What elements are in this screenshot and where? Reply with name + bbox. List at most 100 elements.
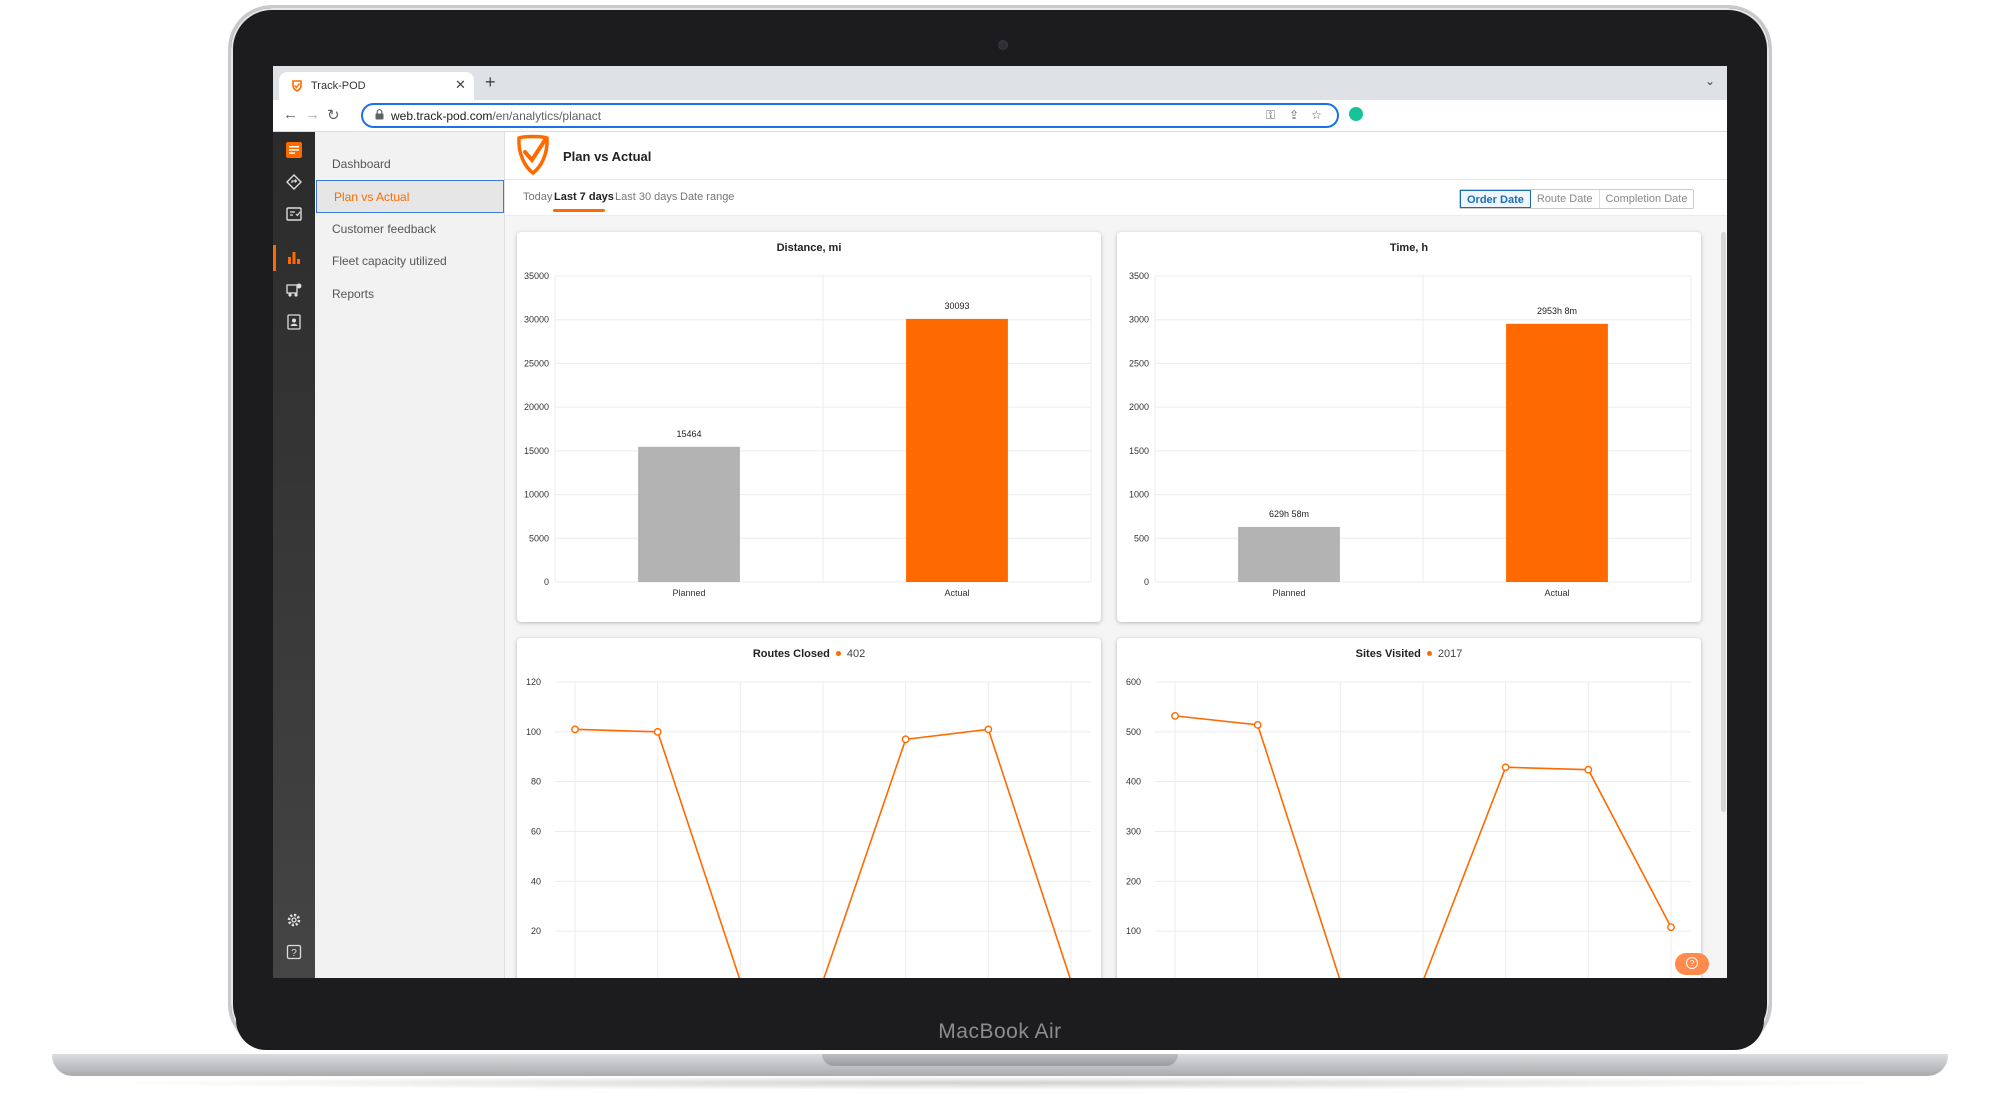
trackpod-logo-icon <box>517 134 549 176</box>
question-icon: ? <box>1686 957 1698 969</box>
y-tick-label: 120 <box>526 677 541 687</box>
data-point <box>571 725 579 734</box>
y-tick-label: 20000 <box>524 402 549 412</box>
x-tick-label: Planned <box>672 588 705 598</box>
key-icon[interactable]: ⚿ <box>1266 108 1276 122</box>
icon-sidebar: ? <box>273 132 315 978</box>
url-text[interactable]: web.track-pod.com/en/analytics/planact <box>391 109 602 123</box>
active-nav-indicator <box>273 245 276 271</box>
data-point <box>1501 763 1510 772</box>
laptop-chin <box>236 1010 1764 1050</box>
y-tick-label: 15000 <box>524 446 549 456</box>
address-bar[interactable]: web.track-pod.com/en/analytics/planact ⚿… <box>361 103 1339 128</box>
star-icon[interactable]: ☆ <box>1311 108 1322 122</box>
date-mode-route-date[interactable]: Route Date <box>1531 190 1600 208</box>
routes-closed-chart-title: Routes Closed 402 <box>752 648 866 660</box>
help-chat-button[interactable]: ? <box>1675 953 1709 975</box>
camera <box>998 40 1008 50</box>
y-tick-label: 500 <box>1126 727 1141 737</box>
board-icon[interactable] <box>286 206 302 222</box>
submenu-item-plan-vs-actual[interactable]: Plan vs Actual <box>316 180 504 213</box>
svg-text:?: ? <box>291 948 297 959</box>
laptop-notch <box>822 1054 1178 1066</box>
x-tick-label: Planned <box>1272 588 1305 598</box>
forward-arrow-icon[interactable]: → <box>305 106 320 123</box>
bar-planned <box>1238 526 1340 582</box>
reload-icon[interactable]: ↻ <box>327 107 340 124</box>
y-tick-label: 0 <box>1144 577 1149 587</box>
y-tick-label: 10000 <box>524 490 549 500</box>
routes-icon[interactable] <box>286 174 302 190</box>
y-tick-label: 3500 <box>1129 271 1149 281</box>
browser-tab[interactable]: Track-POD ✕ <box>279 72 474 100</box>
tab-today[interactable]: Today <box>523 191 553 203</box>
y-tick-label: 300 <box>1126 827 1141 837</box>
y-tick-label: 80 <box>531 777 541 787</box>
submenu-item-customer-feedback[interactable]: Customer feedback <box>332 222 437 236</box>
submenu-item-reports[interactable]: Reports <box>332 287 375 301</box>
distance-chart-card: Distance, mi 0 5000 10000 15000 20000 25000 30… <box>517 232 1101 622</box>
sites-visited-chart-title: Sites Visited 2017 <box>1355 648 1463 660</box>
date-mode-completion-date[interactable]: Completion Date <box>1605 193 1688 205</box>
y-tick-label: 2500 <box>1129 358 1149 368</box>
y-tick-label: 2000 <box>1129 402 1149 412</box>
close-tab-icon[interactable]: ✕ <box>455 77 466 92</box>
data-point <box>1171 711 1179 720</box>
distance-chart-title: Distance, mi <box>776 242 842 254</box>
sites-visited-chart-card: Sites Visited 2017 100 200 300 400 500 600 <box>1117 638 1701 978</box>
time-chart-title: Time, h <box>1389 242 1429 254</box>
y-tick-label: 0 <box>544 577 549 587</box>
routes-closed-total: 402 <box>846 648 866 660</box>
y-tick-label: 40 <box>531 876 541 886</box>
bar-value-label: 629h 58m <box>1269 509 1309 519</box>
y-tick-label: 3000 <box>1129 315 1149 325</box>
y-tick-label: 100 <box>526 727 541 737</box>
main-content: Plan vs Actual Today Last 7 days Last 30… <box>505 132 1727 978</box>
date-mode-order-date[interactable]: Order Date <box>1460 190 1531 208</box>
back-arrow-icon[interactable]: ← <box>283 106 298 123</box>
bar-actual <box>1506 323 1608 582</box>
routes-closed-chart: 20 40 60 80 100 120 <box>526 677 1091 978</box>
tab-last-7-days[interactable]: Last 7 days <box>554 191 614 203</box>
fleet-icon[interactable] <box>286 282 302 298</box>
date-mode-toggle: Order Date Route Date Completion Date <box>1459 189 1695 209</box>
page-scrollbar[interactable] <box>1721 232 1726 812</box>
new-tab-icon[interactable]: + <box>485 72 496 92</box>
gear-icon[interactable] <box>286 912 302 928</box>
bar-planned <box>638 446 740 582</box>
active-period-underline <box>553 209 605 212</box>
y-tick-label: 100 <box>1126 926 1141 936</box>
bar-value-label: 15464 <box>676 429 701 439</box>
y-tick-label: 200 <box>1126 876 1141 886</box>
app: ? Dashboard Plan vs Actual Customer feed… <box>273 132 1727 978</box>
y-tick-label: 500 <box>1134 533 1149 543</box>
contacts-icon[interactable] <box>286 314 302 330</box>
y-tick-label: 1500 <box>1129 446 1149 456</box>
y-tick-label: 30000 <box>524 315 549 325</box>
submenu-item-dashboard[interactable]: Dashboard <box>332 157 391 171</box>
y-tick-label: 25000 <box>524 358 549 368</box>
tab-last-30-days[interactable]: Last 30 days <box>615 191 678 203</box>
data-point <box>984 725 993 734</box>
y-tick-label: 60 <box>531 827 541 837</box>
data-point <box>653 727 662 736</box>
grammarly-extension-icon[interactable] <box>1349 107 1363 121</box>
y-tick-label: 5000 <box>529 533 549 543</box>
page-title: Plan vs Actual <box>563 149 652 164</box>
tab-search-chevron-icon[interactable]: ⌄ <box>1705 74 1716 88</box>
y-tick-label: 400 <box>1126 777 1141 787</box>
trackpod-favicon-icon <box>292 80 302 92</box>
help-icon[interactable]: ? <box>286 944 302 960</box>
analytics-submenu: Dashboard Plan vs Actual Customer feedba… <box>315 132 505 978</box>
device-brand-label: MacBook Air <box>938 1020 1062 1043</box>
share-icon[interactable]: ⇪ <box>1289 108 1300 122</box>
routes-closed-chart-card: Routes Closed 402 20 40 60 80 100 120 <box>517 638 1101 978</box>
time-chart: 0 500 1000 1500 2000 2500 3000 3500 629h 58m Plan… <box>1129 271 1692 598</box>
submenu-item-fleet-capacity[interactable]: Fleet capacity utilized <box>332 254 447 268</box>
analytics-icon[interactable] <box>286 250 302 266</box>
y-tick-label: 1000 <box>1129 490 1149 500</box>
tab-date-range[interactable]: Date range <box>680 191 735 203</box>
lock-icon <box>375 109 384 120</box>
browser-tabbar: Track-POD ✕ + ⌄ <box>273 66 1727 100</box>
orders-icon[interactable] <box>286 142 302 158</box>
